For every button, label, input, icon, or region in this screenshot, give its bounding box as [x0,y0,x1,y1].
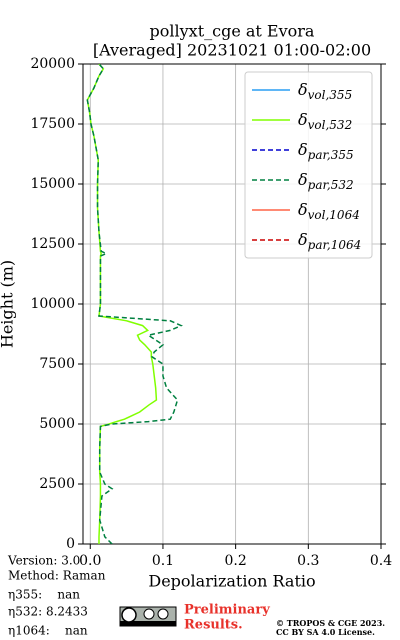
y-tick-label: 12500 [30,236,75,252]
eta-1064: η1064: nan [8,624,88,638]
method: Method: Raman [8,569,106,583]
legend-box [244,71,373,259]
legend-label: δpar,532 [298,170,354,192]
notice: Preliminary [184,603,270,618]
legend-label: δvol,1064 [298,200,360,222]
eta-532: η532: 8.2433 [8,605,88,619]
x-tick-label: 0.3 [297,553,319,569]
x-tick-label: 0.0 [79,553,101,569]
copyright: CC BY SA 4.0 License. [276,627,375,637]
y-axis-label: Height (m) [0,260,17,348]
legend-label: δpar,355 [298,140,354,162]
chart-title: pollyxt_cge at Evora [150,22,315,41]
y-tick-label: 0 [66,536,75,552]
y-tick-label: 5000 [39,416,75,432]
chart-subtitle: [Averaged] 20231021 01:00-02:00 [93,41,371,60]
footer-info: Version: 3.0 Method: Raman η355: nan η53… [7,554,106,638]
y-tick-label: 15000 [30,176,75,192]
cc-logo [119,606,177,627]
version: Version: 3.0 [7,554,80,568]
y-tick-label: 10000 [30,296,75,312]
profile-line [86,64,183,544]
y-tick-label: 20000 [30,56,75,72]
legend-label: δvol,355 [298,80,352,102]
x-tick-label: 0.1 [152,553,174,569]
y-tick-label: 7500 [39,356,75,372]
eta-355: η355: nan [8,588,80,602]
x-axis-label: Depolarization Ratio [148,572,315,591]
x-tick-label: 0.2 [225,553,247,569]
x-tick-label: 0.4 [370,553,392,569]
y-tick-label: 17500 [30,116,75,132]
copyright: © TROPOS & CGE 2023. [276,618,385,628]
y-tick-label: 2500 [39,476,75,492]
legend-label: δvol,532 [298,110,352,132]
plot-frame [82,63,382,545]
legend-label: δpar,1064 [298,230,361,252]
notice: Results. [184,618,243,633]
